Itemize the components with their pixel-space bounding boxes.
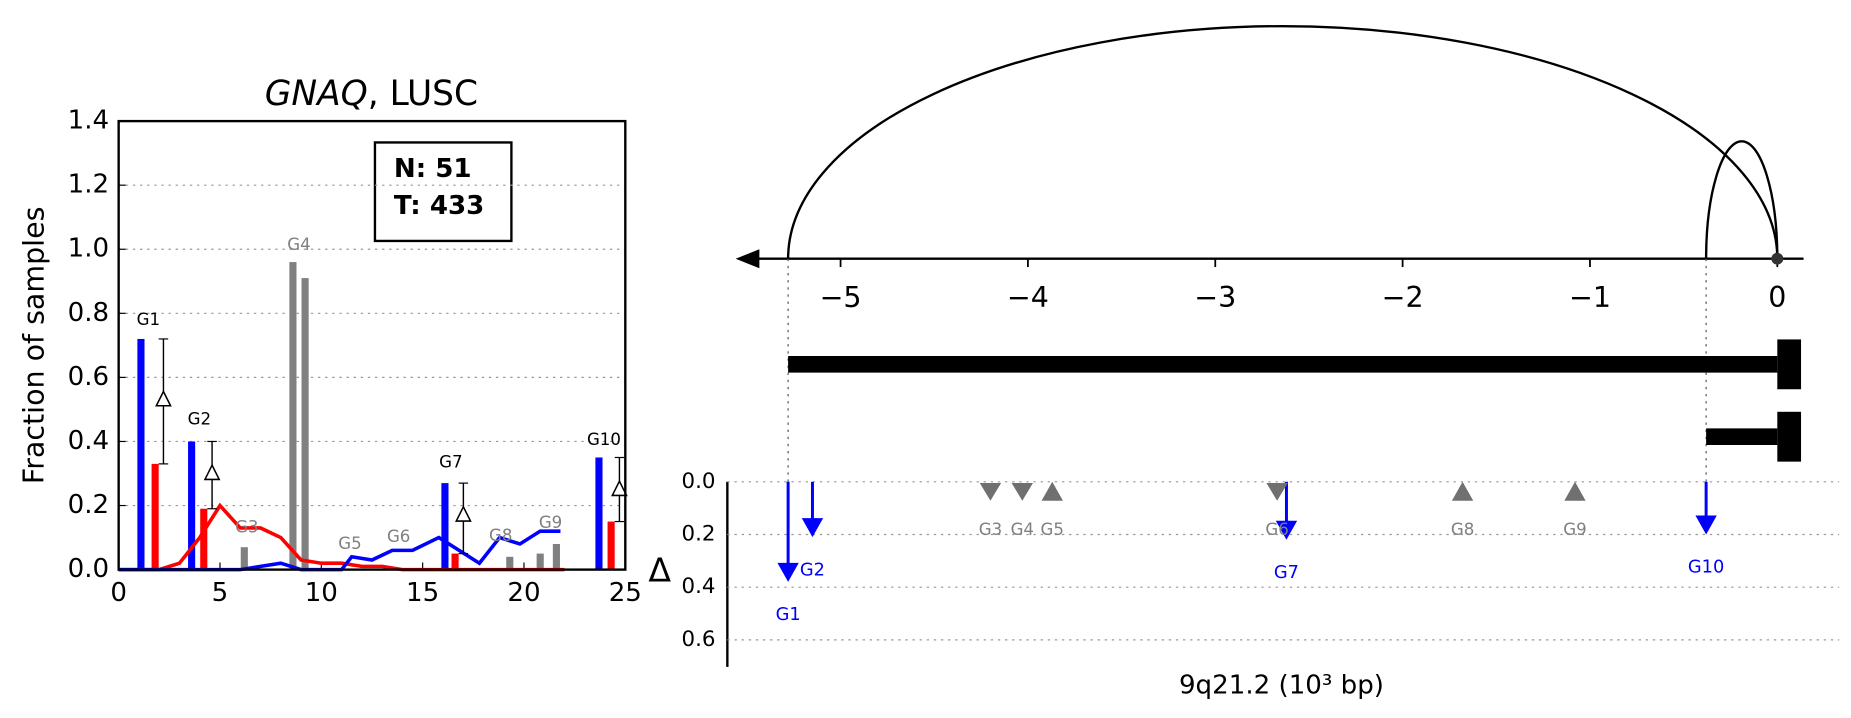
annotation: N: 51 [394, 154, 472, 184]
bar [451, 553, 459, 570]
delta-marker [203, 463, 221, 481]
x-axis-label: 9q21.2 (10³ bp) [1179, 670, 1384, 700]
chart-title: GNAQ, LUSC [265, 73, 478, 113]
y-tick-label: 0.6 [682, 627, 716, 652]
y-axis-label: Δ [648, 550, 671, 589]
arrow-label: G1 [776, 604, 801, 625]
group-label: G10 [587, 430, 621, 449]
x-tick-label: 15 [406, 578, 439, 608]
bar [200, 508, 208, 570]
arrow-head [777, 562, 799, 582]
bar [536, 553, 544, 570]
x-tick-label: 5 [212, 578, 229, 608]
y-tick-label: 0.6 [68, 362, 109, 392]
triangle-marker [1564, 481, 1586, 501]
transcript-cap [1777, 339, 1802, 390]
bar [506, 556, 514, 570]
title-gene: GNAQ [265, 73, 368, 113]
delta-marker [455, 505, 472, 522]
triangle-label: G8 [1451, 520, 1474, 539]
x-tick-label: 10 [305, 578, 338, 608]
triangle-label: G9 [1563, 520, 1586, 539]
group-label: G3 [235, 518, 258, 537]
group-label: G1 [137, 310, 160, 329]
delta-marker [155, 389, 172, 407]
y-tick-label: 0.0 [68, 554, 109, 584]
y-axis-label: Fraction of samples [18, 207, 51, 485]
x-tick-label: 20 [507, 578, 540, 608]
arc [786, 25, 1779, 259]
triangle-marker [1266, 482, 1288, 501]
annotation-box [373, 141, 513, 243]
bar [151, 463, 159, 570]
triangle-marker [1451, 481, 1474, 501]
arrow-label: G7 [1274, 562, 1299, 583]
x-tick-label: −3 [1194, 281, 1236, 314]
x-tick-label: 0 [1768, 281, 1786, 314]
arrow-head [1695, 515, 1717, 535]
y-tick-label: 1.0 [68, 234, 109, 264]
bar [552, 543, 560, 570]
group-label: G6 [387, 527, 410, 546]
x-tick-label: −5 [820, 281, 862, 314]
group-label: G9 [539, 513, 562, 532]
group-label: G8 [489, 526, 512, 545]
bar [441, 483, 449, 570]
group-label: G4 [287, 235, 310, 254]
x-tick-label: 0 [110, 578, 127, 608]
y-tick-label: 1.4 [68, 106, 109, 136]
triangle-marker [1011, 482, 1033, 501]
arrow-label: G2 [800, 559, 825, 580]
x-tick-label: 25 [609, 578, 642, 608]
group-label: G2 [188, 410, 211, 429]
arc [1704, 140, 1779, 259]
arrow-head [801, 518, 824, 538]
group-label: G7 [439, 452, 462, 471]
arrow-label: G10 [1688, 557, 1724, 578]
plot-frame [117, 119, 627, 571]
bar [607, 521, 615, 570]
delta-marker [611, 479, 628, 497]
x-tick-label: −1 [1569, 281, 1611, 314]
y-tick-label: 0.2 [68, 490, 109, 520]
bar [137, 338, 145, 570]
y-tick-label: 0.0 [682, 469, 716, 494]
bar [301, 278, 309, 570]
transcript-cap [1777, 411, 1802, 462]
y-tick-label: 1.2 [68, 170, 109, 200]
x-tick-label: −2 [1382, 281, 1424, 314]
y-tick-label: 0.8 [68, 298, 109, 328]
triangle-label: G3 [979, 520, 1002, 539]
anchor-point [1771, 252, 1784, 265]
y-tick-label: 0.4 [682, 574, 716, 599]
bar [595, 457, 603, 570]
triangle-label: G6 [1265, 520, 1288, 539]
title-rest: , LUSC [368, 73, 478, 113]
triangle-marker [1041, 481, 1063, 501]
annotation: T: 433 [394, 191, 484, 221]
triangle-label: G5 [1041, 520, 1064, 539]
y-tick-label: 0.2 [682, 521, 716, 546]
x-tick-label: −4 [1007, 281, 1049, 314]
arrow-head [1275, 520, 1298, 540]
axis-arrow [735, 249, 760, 269]
bar [240, 547, 248, 570]
bar [289, 262, 297, 570]
triangle-label: G4 [1011, 520, 1034, 539]
group-label: G5 [338, 534, 361, 553]
triangle-marker [979, 482, 1002, 501]
y-tick-label: 0.4 [68, 426, 109, 456]
bar [188, 441, 196, 570]
